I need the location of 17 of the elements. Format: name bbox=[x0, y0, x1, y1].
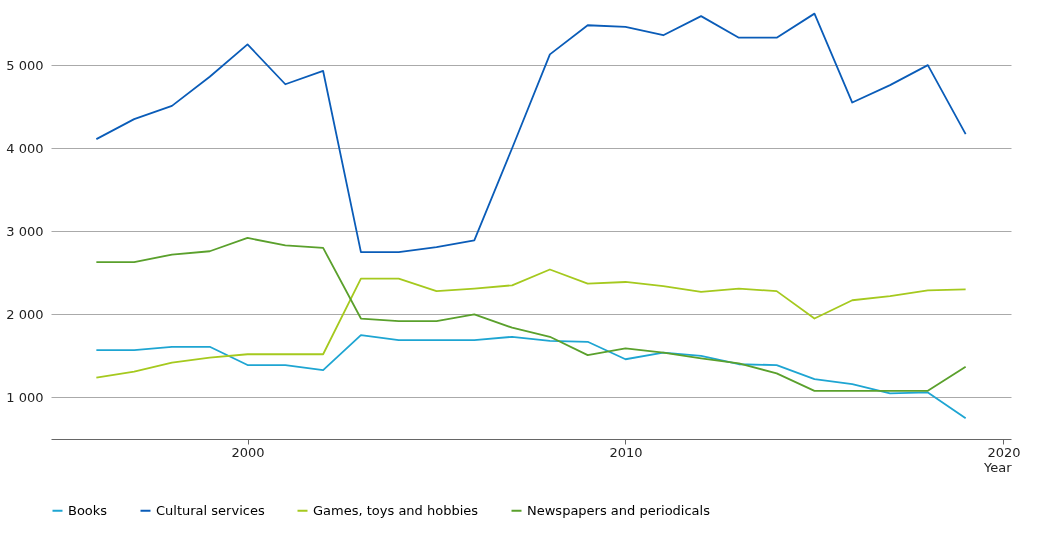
line-series bbox=[95, 268, 967, 379]
legend-label: Books bbox=[68, 502, 108, 518]
y-tick-label: 3 000 bbox=[6, 223, 44, 239]
y-tick-label: 2 000 bbox=[6, 306, 44, 322]
line-series bbox=[95, 12, 967, 253]
legend-label: Newspapers and periodicals bbox=[527, 502, 711, 518]
x-tick-label: 2020 bbox=[987, 444, 1021, 460]
x-tick-label: 2010 bbox=[609, 444, 643, 460]
x-axis-title: Year bbox=[982, 459, 1013, 475]
legend-label: Games, toys and hobbies bbox=[313, 502, 479, 518]
line-series bbox=[95, 334, 967, 420]
line-series bbox=[95, 237, 967, 392]
y-tick-label: 5 000 bbox=[6, 57, 44, 73]
y-tick-label: 1 000 bbox=[6, 389, 44, 405]
x-tick-label: 2000 bbox=[231, 444, 265, 460]
y-tick-label: 4 000 bbox=[6, 140, 44, 156]
legend-label: Cultural services bbox=[156, 502, 265, 518]
